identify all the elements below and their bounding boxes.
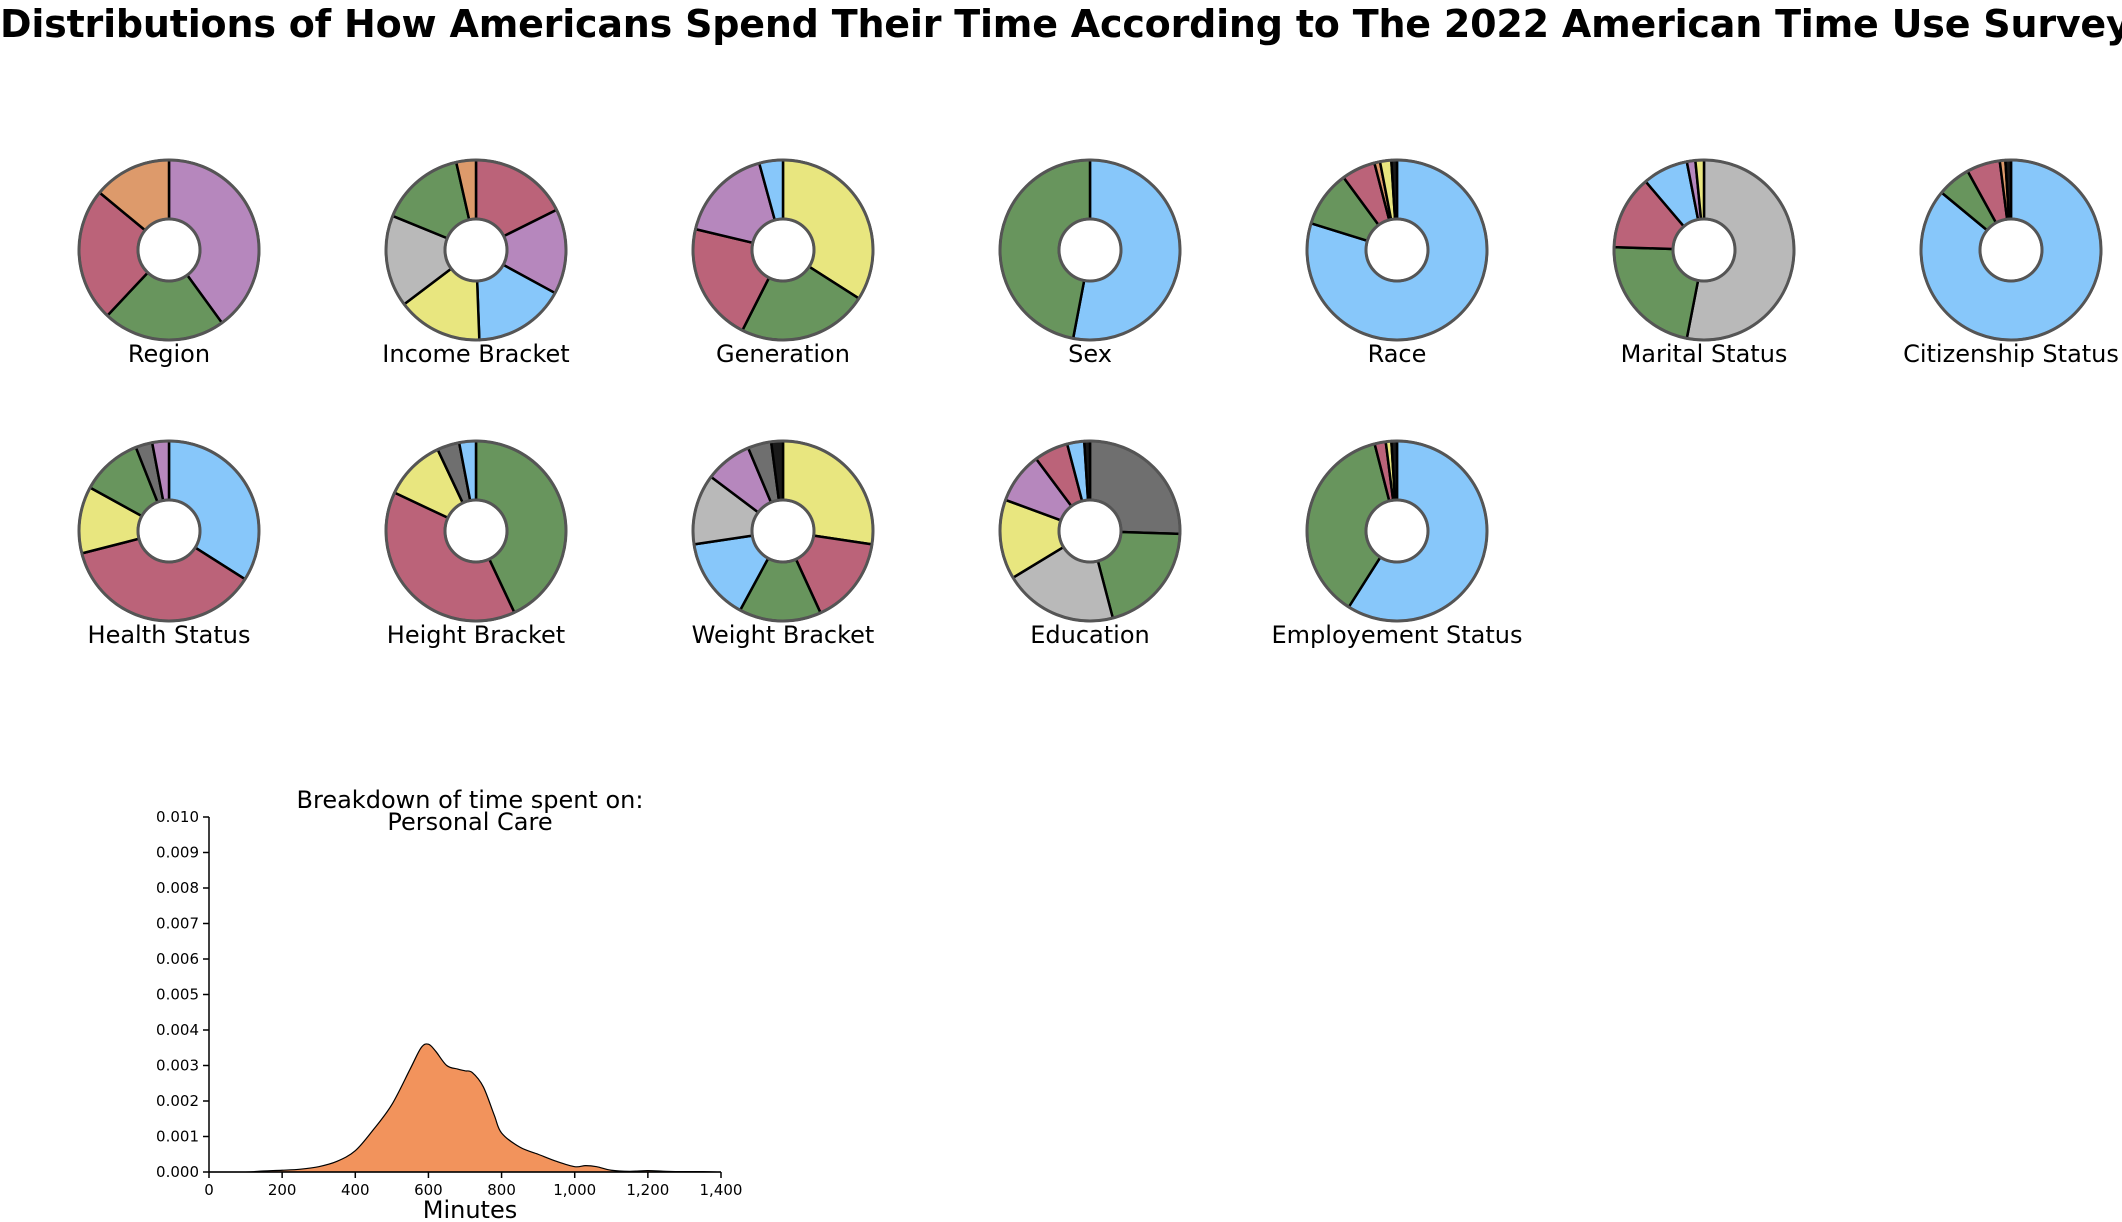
region-hole: [136, 217, 202, 283]
page-title: Distributions of How Americans Spend The…: [0, 2, 2122, 46]
region-label: Region: [128, 340, 210, 368]
employement-status-hole: [1364, 498, 1430, 564]
income-bracket-label: Income Bracket: [382, 340, 569, 368]
density-subtitle: Personal Care: [387, 808, 552, 836]
employement-status-donut: Employement Status: [1272, 439, 1523, 649]
income-bracket-donut: Income Bracket: [382, 158, 570, 368]
y-tick-label-10: 0.010: [156, 808, 199, 826]
weight-bracket-outline: [691, 439, 875, 623]
education-label: Education: [1030, 621, 1149, 649]
x-tick-label-7: 1,400: [700, 1181, 743, 1199]
x-axis-title: Minutes: [423, 1196, 517, 1222]
race-hole: [1364, 217, 1430, 283]
marital-status-donut: Marital Status: [1612, 158, 1796, 368]
generation-donut: Generation: [691, 158, 875, 368]
region-donut: Region: [77, 158, 261, 368]
x-axis-ticks: 0 200 400 600 800 1,000 1,200 1,400: [204, 1172, 742, 1199]
weight-bracket-donut: Weight Bracket: [691, 439, 875, 649]
donut-charts: Region Income Bracket Generation Sex Race Mar…: [77, 158, 2119, 649]
y-tick-label-5: 0.005: [156, 986, 199, 1004]
y-tick-label-7: 0.007: [156, 915, 199, 933]
sex-hole: [1057, 217, 1123, 283]
generation-hole: [750, 217, 816, 283]
generation-outline: [691, 158, 875, 342]
height-bracket-outline: [384, 439, 568, 623]
sex-label: Sex: [1068, 340, 1112, 368]
marital-status-hole: [1671, 217, 1737, 283]
health-status-donut: Health Status: [77, 439, 261, 649]
y-tick-label-1: 0.001: [156, 1128, 199, 1146]
region-outline: [77, 158, 261, 342]
x-tick-label-0: 0: [204, 1181, 214, 1199]
education-donut: Education: [998, 439, 1182, 649]
height-bracket-label: Height Bracket: [387, 621, 565, 649]
employement-status-label: Employement Status: [1272, 621, 1523, 649]
race-label: Race: [1368, 340, 1427, 368]
marital-status-label: Marital Status: [1621, 340, 1788, 368]
sex-slice-2: [998, 158, 1092, 340]
health-status-label: Health Status: [88, 621, 251, 649]
education-hole: [1057, 498, 1123, 564]
education-slice-1: [1088, 439, 1182, 536]
weight-bracket-slice-1: [781, 439, 875, 546]
y-axis-ticks: 0.000 0.001 0.002 0.003 0.004 0.005 0.006 0.007…: [156, 808, 209, 1181]
density-area: [208, 1043, 722, 1173]
x-tick-label-3: 600: [414, 1181, 443, 1199]
weight-bracket-label: Weight Bracket: [692, 621, 875, 649]
race-outline: [1305, 158, 1489, 342]
generation-label: Generation: [716, 340, 850, 368]
health-status-hole: [136, 498, 202, 564]
y-tick-label-8: 0.008: [156, 879, 199, 897]
citizenship-status-label: Citizenship Status: [1903, 340, 2119, 368]
health-status-outline: [77, 439, 261, 623]
citizenship-status-outline: [1919, 158, 2103, 342]
y-tick-label-9: 0.009: [156, 844, 199, 862]
weight-bracket-hole: [750, 498, 816, 564]
x-tick-label-2: 400: [341, 1181, 370, 1199]
density-title: Breakdown of time spent on:: [297, 786, 644, 814]
y-tick-label-3: 0.003: [156, 1057, 199, 1075]
sex-outline: [998, 158, 1182, 342]
height-bracket-hole: [443, 498, 509, 564]
y-tick-label-2: 0.002: [156, 1092, 199, 1110]
y-tick-label-0: 0.000: [156, 1163, 199, 1181]
marital-status-outline: [1612, 158, 1796, 342]
x-tick-label-4: 800: [487, 1181, 516, 1199]
y-tick-label-6: 0.006: [156, 950, 199, 968]
x-tick-label-6: 1,200: [626, 1181, 669, 1199]
x-tick-label-1: 200: [268, 1181, 297, 1199]
income-bracket-hole: [443, 217, 509, 283]
sex-donut: Sex: [998, 158, 1182, 368]
citizenship-status-hole: [1978, 217, 2044, 283]
x-tick-label-5: 1,000: [553, 1181, 596, 1199]
income-bracket-outline: [384, 158, 568, 342]
citizenship-status-donut: Citizenship Status: [1903, 158, 2119, 368]
race-donut: Race: [1305, 158, 1489, 368]
y-tick-label-4: 0.004: [156, 1021, 199, 1039]
density-chart: Breakdown of time spent on: Personal Car…: [156, 786, 742, 1222]
height-bracket-donut: Height Bracket: [384, 439, 568, 649]
education-outline: [998, 439, 1182, 623]
employement-status-outline: [1305, 439, 1489, 623]
